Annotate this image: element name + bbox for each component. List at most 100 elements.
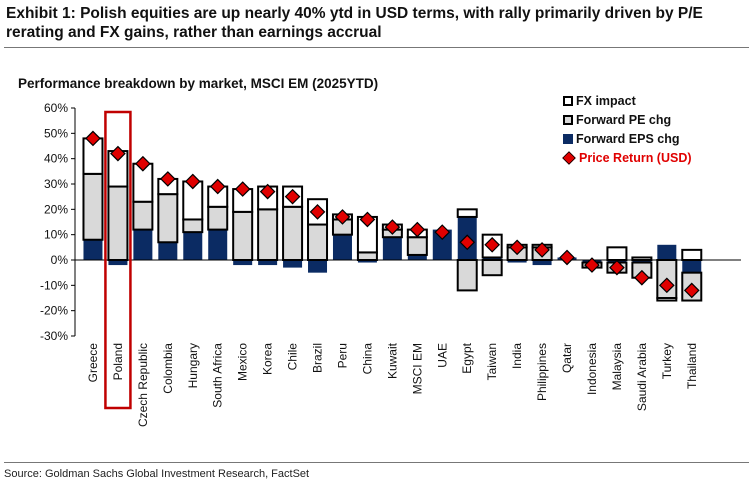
bar-fx-impact-thailand	[681, 248, 703, 262]
bar-forward-eps-chg-hungary	[183, 232, 203, 260]
y-tick-label: 10%	[44, 228, 68, 242]
legend-swatch-fx-icon	[563, 95, 573, 106]
marker-price-return-uae	[434, 224, 451, 240]
x-tick-label: India	[510, 343, 524, 369]
highlight-box-poland	[104, 110, 132, 410]
bar-forward-pe-chg-msci-em	[406, 236, 428, 256]
x-tick-label: Colombia	[161, 343, 175, 394]
marker-price-return-qatar	[559, 249, 575, 266]
bar-forward-pe-chg-chile	[282, 205, 304, 262]
bar-forward-eps-chg-south-africa	[208, 229, 228, 260]
bar-forward-eps-chg-china	[357, 260, 377, 263]
marker-price-return-chile	[284, 188, 301, 205]
x-tick-label: China	[360, 343, 374, 375]
bar-forward-eps-chg-korea	[258, 260, 278, 266]
x-tick-label: Taiwan	[485, 343, 499, 380]
bar-forward-eps-chg-czech-republic	[133, 229, 153, 260]
bar-forward-pe-chg-colombia	[157, 193, 179, 244]
bar-fx-impact-egypt	[456, 208, 478, 218]
x-tick-label: Brazil	[311, 343, 325, 373]
legend-label-pe: Forward PE chg	[576, 112, 672, 127]
y-tick-label: 30%	[44, 177, 68, 191]
legend-swatch-return-icon	[562, 150, 576, 165]
x-tick-label: Qatar	[560, 343, 574, 373]
bar-forward-eps-chg-colombia	[158, 242, 178, 260]
y-tick-label: -10%	[40, 278, 68, 292]
x-tick-label: MSCI EM	[410, 343, 424, 394]
bar-forward-pe-chg-south-africa	[207, 205, 229, 231]
legend-item-fx: FX impact	[563, 91, 692, 110]
bar-forward-pe-chg-greece	[82, 172, 104, 241]
marker-price-return-mexico	[234, 181, 251, 197]
marker-price-return-philippines	[534, 242, 550, 258]
bar-fx-impact-malaysia	[606, 246, 628, 261]
bar-forward-eps-chg-brazil	[308, 260, 328, 273]
bar-forward-pe-chg-egypt	[456, 259, 478, 292]
x-tick-label: Peru	[335, 343, 349, 368]
bar-forward-eps-chg-kuwait	[382, 237, 402, 260]
x-tick-label: Malaysia	[610, 343, 624, 391]
bar-forward-eps-chg-poland	[108, 260, 128, 266]
marker-price-return-taiwan	[484, 236, 501, 253]
legend-item-pe: Forward PE chg	[563, 110, 692, 129]
chart-legend: FX impact Forward PE chg Forward EPS chg…	[562, 91, 692, 167]
x-tick-label: Kuwait	[385, 342, 399, 379]
marker-price-return-greece	[85, 130, 101, 147]
bar-forward-eps-chg-india	[507, 260, 527, 263]
bar-forward-pe-chg-taiwan	[481, 259, 503, 277]
title-divider	[4, 47, 749, 48]
marker-price-return-turkey	[658, 277, 675, 294]
legend-label-fx: FX impact	[576, 93, 636, 108]
marker-price-return-colombia	[159, 171, 176, 187]
marker-price-return-thailand	[683, 282, 700, 299]
exhibit-title: Exhibit 1: Polish equities are up nearly…	[6, 5, 703, 41]
bar-forward-eps-chg-philippines	[532, 260, 552, 266]
legend-label-return: Price Return (USD)	[579, 150, 692, 165]
legend-swatch-pe-icon	[563, 114, 573, 125]
chart-title: Performance breakdown by market, MSCI EM…	[18, 76, 379, 91]
source-note: Source: Goldman Sachs Global Investment …	[4, 468, 310, 480]
x-tick-label: Greece	[86, 343, 100, 383]
marker-price-return-brazil	[309, 204, 326, 220]
x-tick-label: Saudi Arabia	[635, 343, 649, 411]
marker-price-return-peru	[334, 209, 351, 225]
marker-price-return-msci-em	[409, 221, 426, 238]
x-tick-label: Philippines	[535, 343, 549, 401]
bar-forward-eps-chg-greece	[83, 239, 103, 260]
marker-price-return-india	[509, 239, 525, 256]
bar-forward-eps-chg-taiwan	[482, 257, 502, 260]
bar-forward-pe-chg-poland	[107, 185, 129, 262]
legend-label-eps: Forward EPS chg	[576, 131, 680, 146]
marker-price-return-indonesia	[584, 257, 600, 273]
x-tick-label: Czech Republic	[136, 343, 150, 427]
y-tick-label: 0%	[51, 253, 69, 267]
y-tick-label: 20%	[44, 202, 68, 216]
x-tick-label: South Africa	[211, 343, 225, 408]
marker-price-return-korea	[259, 183, 276, 200]
y-tick-label: -20%	[40, 304, 68, 318]
bar-forward-eps-chg-uae	[432, 229, 452, 260]
bar-forward-eps-chg-peru	[332, 234, 352, 260]
x-tick-label: Korea	[261, 343, 275, 375]
bar-forward-pe-chg-korea	[257, 208, 279, 261]
marker-price-return-south-africa	[209, 178, 226, 195]
bar-forward-pe-chg-mexico	[232, 210, 254, 262]
legend-item-return: Price Return (USD)	[562, 148, 692, 167]
chart-canvas: -30% -20% -10% 0% 10% 20% 30% 40% 50% 60% Greece Po…	[40, 101, 741, 427]
legend-item-eps: Forward EPS chg	[563, 129, 692, 148]
bar-forward-pe-chg-china	[356, 251, 378, 261]
x-tick-label: Thailand	[685, 343, 699, 389]
x-tick-label: Hungary	[186, 343, 200, 388]
x-tick-label: UAE	[435, 343, 449, 368]
marker-price-return-czech-republic	[135, 155, 151, 172]
source-divider	[4, 462, 749, 463]
marker-price-return-hungary	[184, 173, 201, 190]
bar-forward-pe-chg-brazil	[307, 223, 329, 262]
legend-swatch-eps-icon	[563, 133, 573, 144]
bar-forward-eps-chg-thailand	[682, 260, 702, 273]
marker-price-return-egypt	[459, 234, 476, 251]
x-tick-label: Indonesia	[585, 343, 599, 395]
bar-forward-eps-chg-chile	[283, 260, 303, 268]
y-tick-label: 50%	[44, 126, 68, 140]
x-tick-label: Turkey	[660, 343, 674, 379]
